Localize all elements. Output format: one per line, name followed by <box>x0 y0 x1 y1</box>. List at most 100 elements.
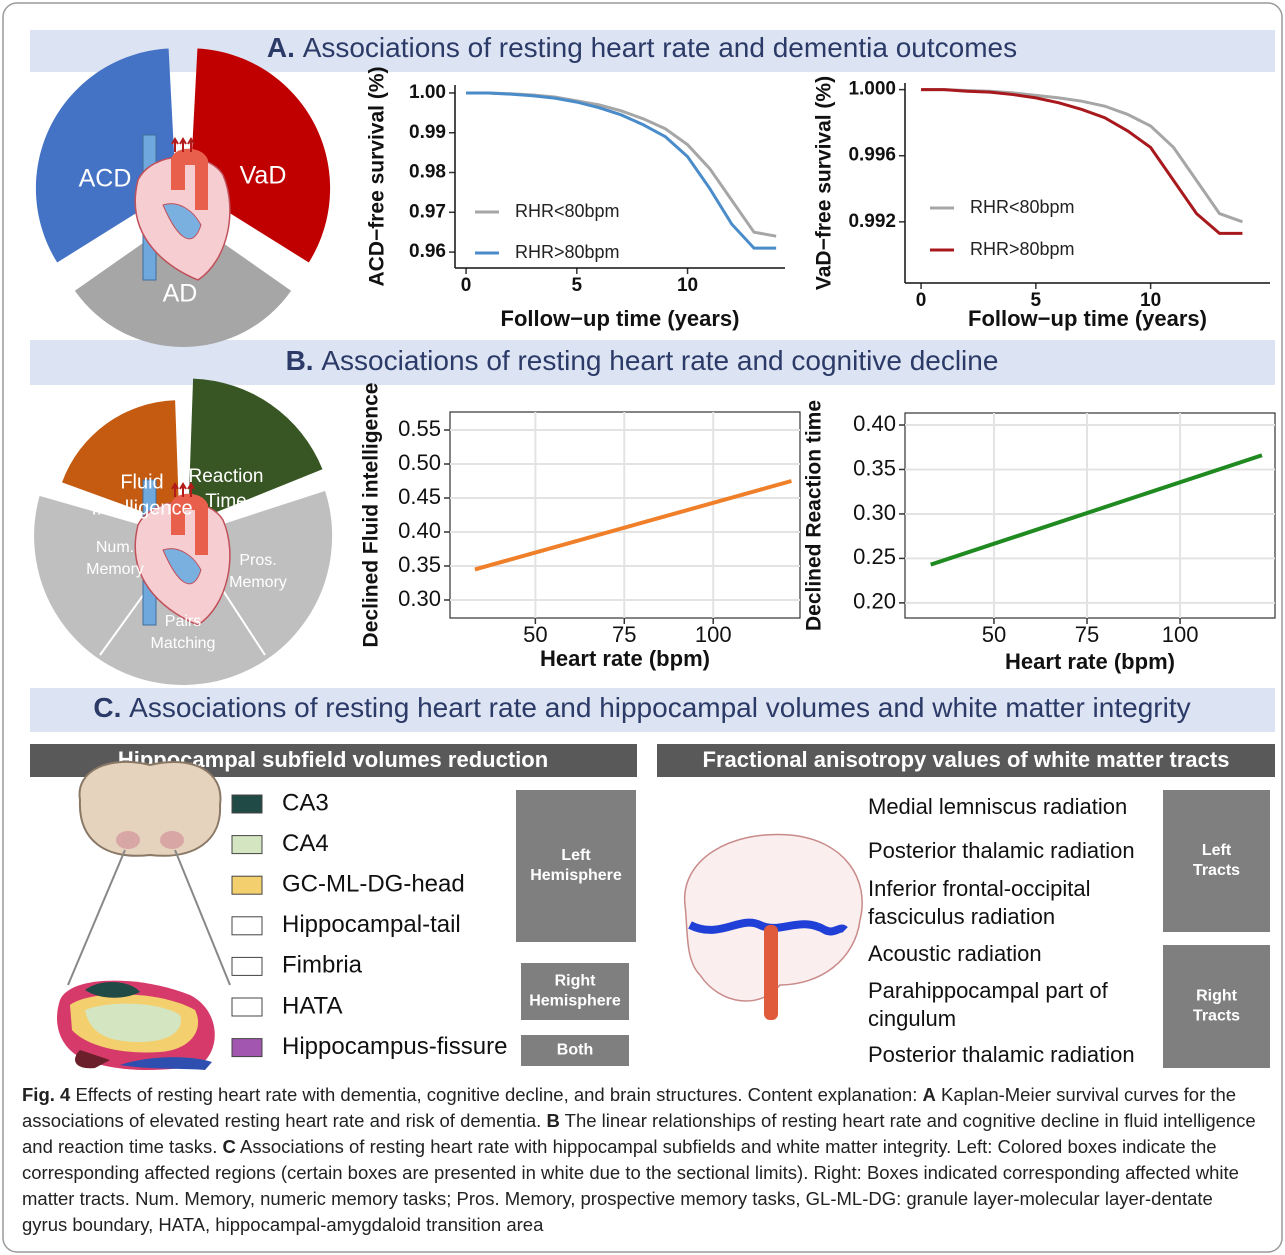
y-tick-label: 0.30 <box>853 500 896 525</box>
x-tick-label: 5 <box>1031 290 1042 311</box>
caption-text: Associations of resting heart rate with … <box>22 1136 1239 1235</box>
legend-swatch <box>231 956 263 976</box>
coronal-brain <box>78 760 222 857</box>
y-tick-label: 0.30 <box>398 586 441 611</box>
pie-label: Time <box>205 491 247 512</box>
section-letter: A. <box>267 32 303 63</box>
section-title: B. Associations of resting heart rate an… <box>286 345 999 376</box>
box-label: Right <box>555 973 597 990</box>
x-tick-label: 5 <box>572 275 583 296</box>
legend-label: Hippocampus-fissure <box>282 1033 507 1060</box>
legend-swatch <box>231 916 263 936</box>
tract-label: Parahippocampal part of <box>868 978 1109 1003</box>
section-title: A. Associations of resting heart rate an… <box>267 32 1017 63</box>
region-box <box>521 963 629 1020</box>
tract-label: fasciculus radiation <box>868 904 1055 929</box>
y-tick-label: 1.000 <box>848 79 896 100</box>
y-tick-label: 0.96 <box>409 241 446 262</box>
box-label: Tracts <box>1193 862 1240 879</box>
section-text: Associations of resting heart rate and h… <box>129 692 1190 723</box>
x-tick-label: 0 <box>461 275 472 296</box>
x-tick-label: 100 <box>695 622 732 647</box>
y-tick-label: 1.00 <box>409 82 446 103</box>
x-axis-title: Heart rate (bpm) <box>540 646 710 671</box>
legend-swatch <box>231 997 263 1017</box>
hippocampus-spot <box>116 831 140 849</box>
section-letter: B. <box>286 345 322 376</box>
pie-label: Memory <box>86 561 144 578</box>
tract-label: Medial lemniscus radiation <box>868 794 1127 819</box>
x-tick-label: 100 <box>1162 622 1199 647</box>
box-label: Hemisphere <box>529 993 621 1010</box>
hippo-ca4 <box>85 1003 181 1042</box>
pie-slice <box>188 378 323 524</box>
box-label: Tracts <box>1193 1008 1240 1025</box>
arrow <box>179 482 187 497</box>
region-box <box>516 790 636 942</box>
section-bar <box>30 340 1275 385</box>
legend-label: GC-ML-DG-head <box>282 871 465 898</box>
tract-label: Posterior thalamic radiation <box>868 1042 1135 1067</box>
series-line <box>466 91 777 250</box>
section-bar <box>30 688 1275 732</box>
caption: Fig. 4 Effects of resting heart rate wit… <box>22 1082 1262 1238</box>
y-axis-title: VaD−free survival (%) <box>813 76 836 290</box>
x-tick-label: 50 <box>982 622 1006 647</box>
subheader-bar <box>657 744 1275 777</box>
legend-label: Fimbria <box>282 952 363 979</box>
box-label: Left <box>1202 842 1232 859</box>
pie-label: ACD <box>79 165 132 193</box>
legend-label: Hippocampal-tail <box>282 911 461 938</box>
pie-label: Matching <box>151 635 216 652</box>
y-tick-label: 0.98 <box>409 162 446 183</box>
caption-text: B <box>546 1110 560 1131</box>
box-label: Both <box>557 1042 593 1059</box>
arrow <box>179 137 187 152</box>
pie-slice <box>74 215 292 348</box>
y-tick-label: 0.45 <box>398 484 441 509</box>
y-tick-label: 0.25 <box>853 544 896 569</box>
caption-text: C <box>222 1136 236 1157</box>
region-box <box>521 1035 629 1066</box>
hippocampus-spot <box>160 831 184 849</box>
series-line <box>930 453 1263 567</box>
pie-label: Num. <box>96 539 134 556</box>
series-line <box>474 479 793 572</box>
tract-red <box>764 925 778 1020</box>
chamber <box>162 548 202 585</box>
pie-label: VaD <box>240 162 287 190</box>
caption-label: Fig. 4 <box>22 1084 71 1105</box>
caption-text: A <box>922 1084 936 1105</box>
y-tick-label: 0.40 <box>853 411 896 436</box>
section-title: C. Associations of resting heart rate an… <box>93 692 1190 723</box>
legend-label: RHR>80bpm <box>515 242 620 262</box>
x-axis-title: Heart rate (bpm) <box>1005 649 1175 674</box>
y-tick-label: 0.97 <box>409 201 446 222</box>
pie-label: Pairs <box>165 613 201 630</box>
chamber <box>162 203 202 240</box>
tract-label: Acoustic radiation <box>868 941 1042 966</box>
y-tick-label: 0.35 <box>853 455 896 480</box>
tract-label: Posterior thalamic radiation <box>868 838 1135 863</box>
series-line <box>921 88 1243 235</box>
legend-label: RHR<80bpm <box>515 201 620 221</box>
tract-label: cingulum <box>868 1006 956 1031</box>
pie-label: Memory <box>229 574 287 591</box>
box-label: Left <box>561 847 591 864</box>
x-tick-label: 50 <box>523 622 547 647</box>
pie-label: AD <box>163 280 198 308</box>
subheader: Fractional anisotropy values of white ma… <box>703 747 1230 772</box>
x-tick-label: 0 <box>916 290 927 311</box>
hippo-ca3 <box>85 981 140 998</box>
box-label: Hemisphere <box>530 867 622 884</box>
section-letter: C. <box>93 692 129 723</box>
tract-blue <box>688 918 848 936</box>
pie-label: Reaction <box>189 466 264 487</box>
arrow <box>187 482 195 497</box>
y-tick-label: 0.996 <box>848 145 896 166</box>
legend-swatch <box>231 835 263 855</box>
y-tick-label: 0.55 <box>398 416 441 441</box>
x-axis-title: Follow−up time (years) <box>501 306 740 331</box>
